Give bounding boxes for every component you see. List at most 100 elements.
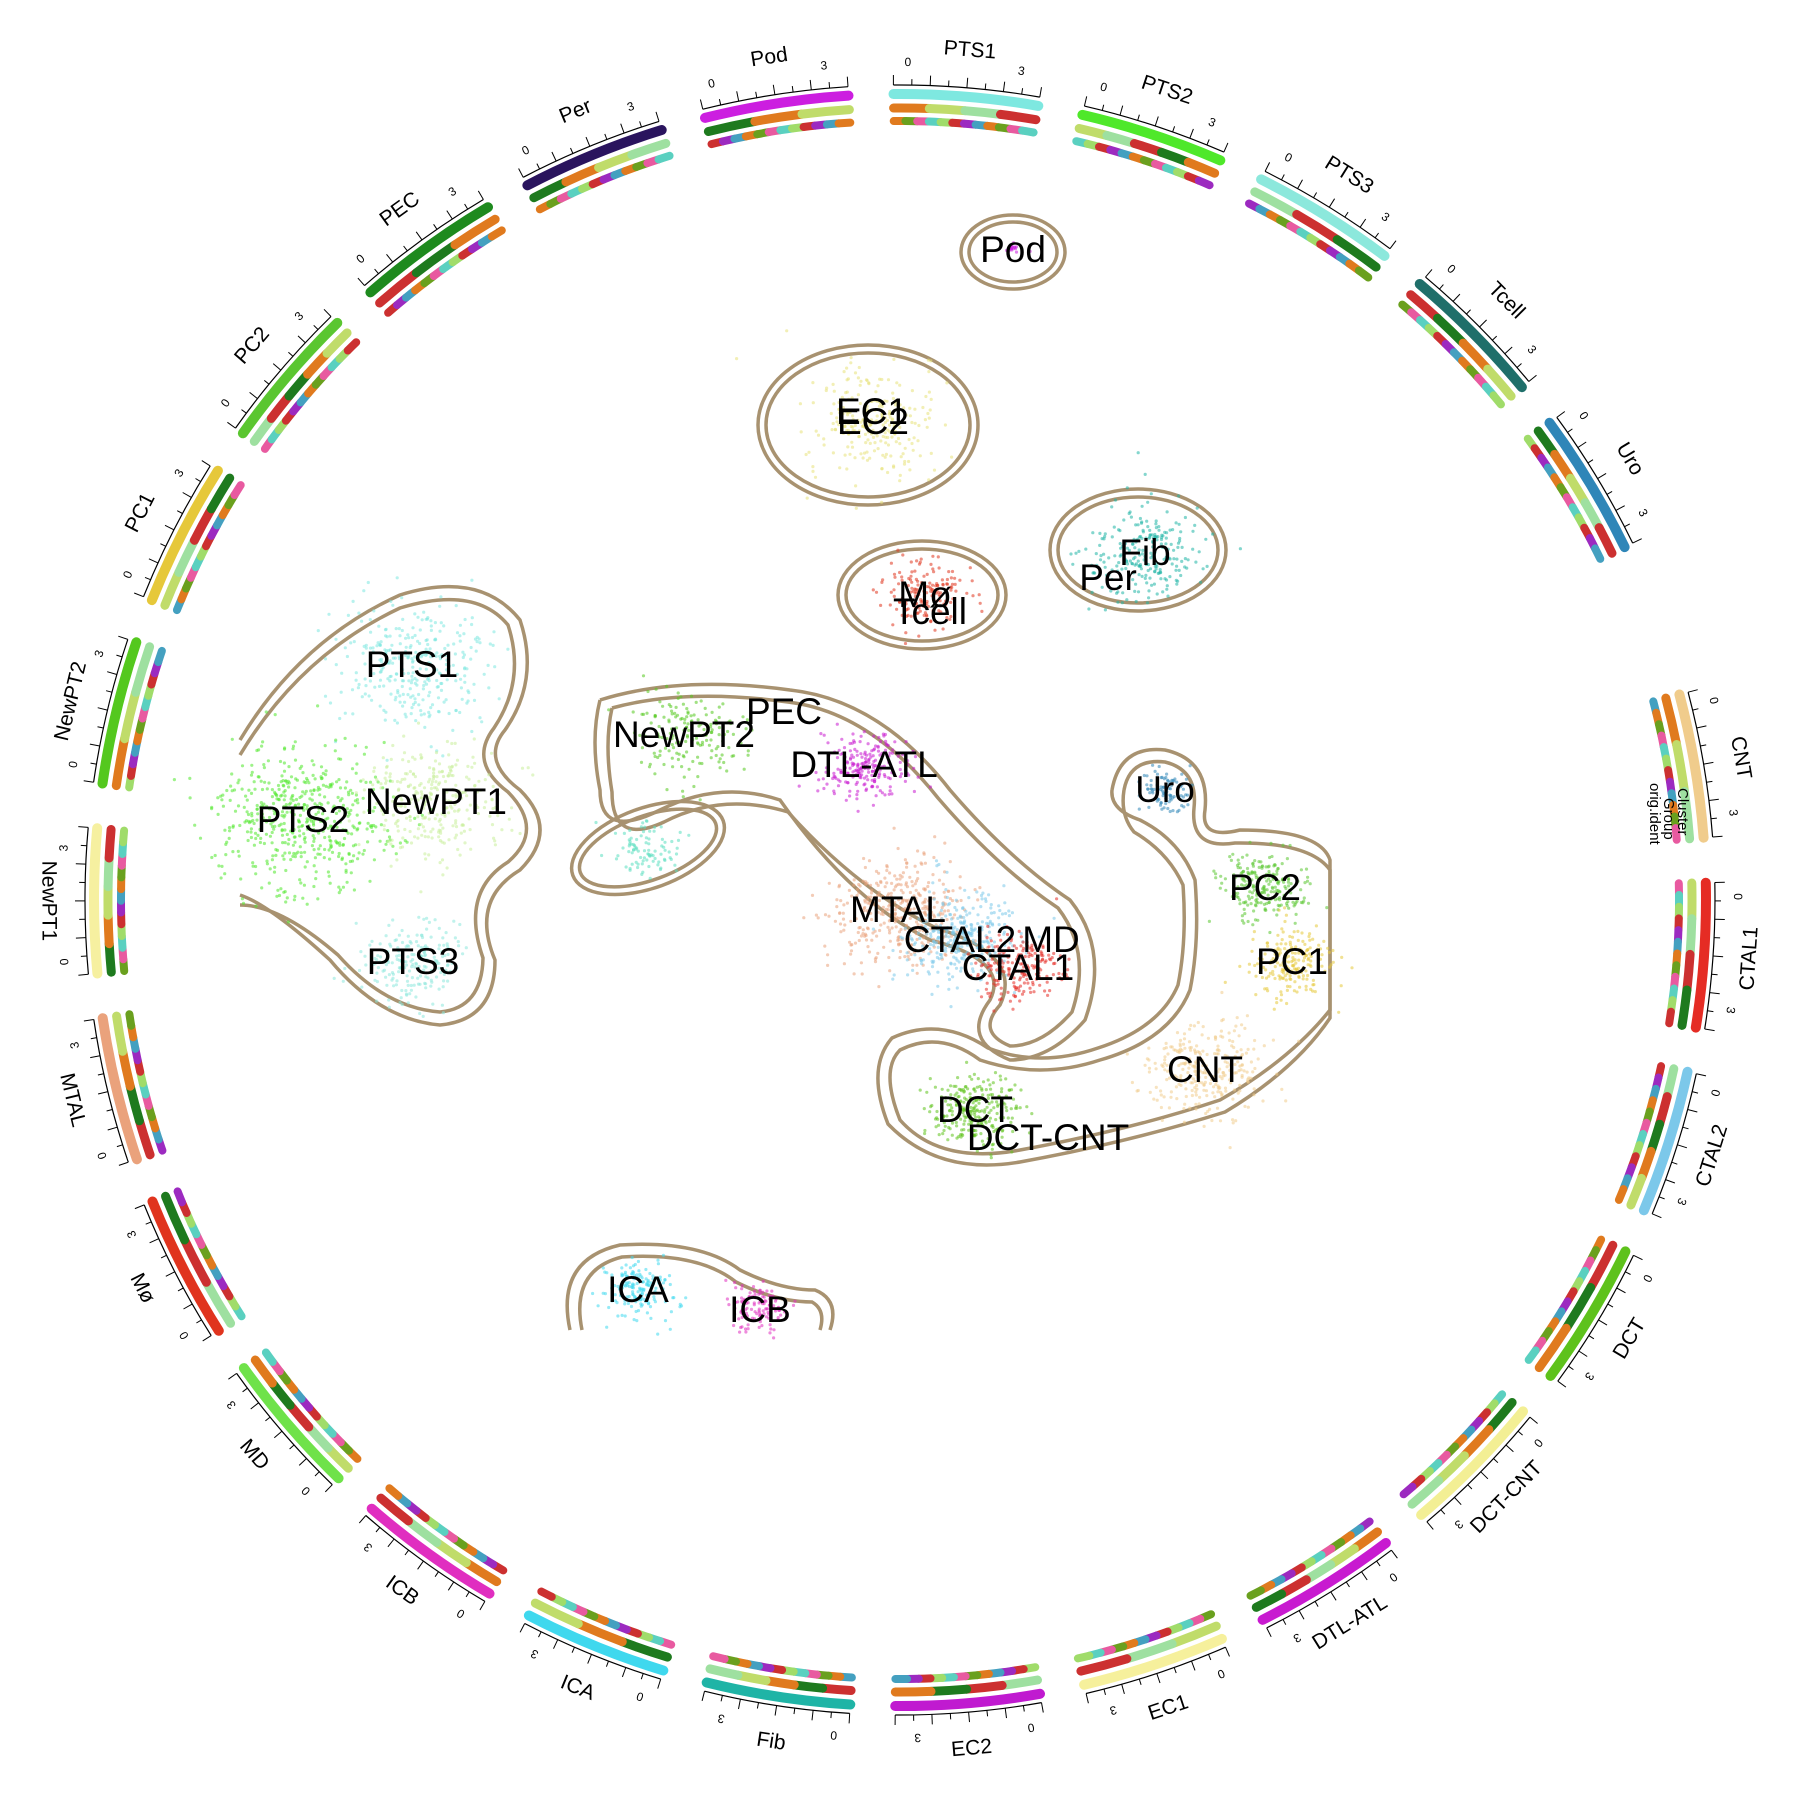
umap-point-Fib (1131, 578, 1135, 582)
umap-point-PTS2 (282, 761, 286, 765)
umap-point-NewPT1 (440, 770, 444, 774)
umap-point-EC (892, 425, 896, 429)
umap-point-PTS2 (301, 806, 305, 810)
umap-point-NewPT2 (694, 700, 698, 705)
umap-point-Fib (1178, 536, 1182, 541)
umap-point-PTS1 (361, 651, 365, 655)
umap-point-PTS2 (323, 795, 327, 799)
umap-point-PTS1 (430, 703, 435, 707)
umap-point-PTS1 (379, 640, 383, 644)
umap-point-PTS2 (359, 779, 363, 783)
umap-point-Mo (923, 611, 928, 615)
umap-point-NewPT2 (661, 704, 665, 708)
umap-point-EC (837, 400, 841, 405)
umap-point-PTS2 (305, 807, 309, 811)
umap-point-PTS2 (272, 870, 277, 874)
umap-point-NewPT1 (389, 842, 393, 846)
umap-point-PTS3 (412, 983, 416, 987)
umap-point-MTAL (842, 928, 846, 932)
axis-tick (1264, 162, 1271, 172)
axis-tick (1021, 88, 1024, 95)
umap-point-PTS2 (283, 746, 287, 750)
umap-point-EC (845, 467, 849, 471)
umap-point-EC (850, 396, 854, 400)
group-track-segment (1672, 740, 1689, 796)
umap-point-PTS1 (418, 628, 422, 632)
umap-point-PTS1 (424, 667, 428, 671)
umap-point-PT-small (653, 849, 657, 853)
umap-point-Mo (941, 582, 945, 586)
umap-point-PTS1 (429, 745, 433, 749)
umap-point-NewPT2 (691, 759, 695, 764)
umap-point-CTAL2 (936, 970, 940, 974)
umap-point-NewPT1 (416, 721, 421, 725)
umap-point-EC (799, 430, 803, 434)
umap-point-PTS2 (270, 830, 274, 835)
umap-point-NewPT2 (641, 674, 646, 678)
umap-point-NewPT1 (388, 775, 392, 779)
umap-point-NewPT1 (454, 825, 459, 829)
umap-point-PT-small (628, 828, 632, 833)
umap-point-PTS1 (436, 696, 441, 700)
umap-point-EC (872, 449, 877, 453)
umap-point-DTL-ATL (832, 789, 836, 793)
umap-point-CNT (1210, 1118, 1214, 1123)
umap-point-PC1 (1290, 935, 1295, 939)
umap-point-PTS2 (272, 809, 276, 813)
umap-point-PTS1 (393, 678, 397, 682)
axis-tick (1491, 335, 1498, 341)
umap-point-CTAL2 (1007, 914, 1012, 918)
umap-point-Fib (1133, 555, 1137, 559)
umap-point-DTL-ATL (887, 792, 891, 796)
umap-point-PTS2 (259, 836, 263, 841)
umap-point-PTS2 (299, 851, 303, 855)
umap-point-NewPT1 (384, 779, 388, 783)
umap-point-CNT (1232, 1029, 1236, 1033)
umap-point-PTS2 (262, 763, 266, 767)
umap-point-NewPT2 (653, 772, 657, 776)
umap-point-Fib (1139, 567, 1143, 571)
umap-point-NewPT1 (445, 739, 449, 744)
umap-point-MTAL (911, 884, 915, 888)
umap-point-PT-small (642, 856, 647, 860)
umap-point-PTS1 (389, 692, 393, 696)
umap-point-PTS3 (441, 936, 445, 940)
cluster-label-Tcell: Tcell (893, 591, 967, 632)
umap-point-PTS2 (242, 805, 246, 810)
umap-point-PTS2 (314, 870, 318, 874)
umap-point-PTS2 (398, 841, 402, 845)
umap-point-Fib (1170, 562, 1174, 566)
group-track-segment (889, 103, 934, 113)
umap-point-PTS1 (421, 687, 425, 691)
umap-point-Pod (1012, 241, 1016, 245)
umap-point-EC (881, 453, 885, 457)
umap-point-PTS1 (416, 658, 420, 662)
umap-point-PTS2 (358, 821, 362, 825)
umap-point-PTS1 (433, 637, 438, 641)
umap-point-PTS2 (347, 793, 351, 797)
umap-point-PT-small (613, 831, 618, 835)
umap-point-MTAL (905, 865, 909, 869)
umap-point-MTAL (816, 916, 820, 920)
umap-point-NewPT2 (671, 765, 675, 769)
umap-point-PTS2 (371, 787, 376, 792)
umap-point-Fib (1145, 519, 1149, 523)
umap-point-PC1 (1329, 963, 1333, 967)
umap-point-EC (856, 393, 861, 397)
umap-point-Fib (1183, 565, 1187, 569)
umap-point-DCT (970, 1077, 974, 1081)
umap-point-DCT (965, 1060, 969, 1064)
axis-tick-label: 3 (1379, 209, 1393, 224)
umap-point-PTS1 (438, 657, 442, 661)
umap-point-EC (883, 399, 887, 403)
umap-point-Fib (1103, 532, 1107, 536)
umap-point-PTS3 (387, 998, 391, 1002)
umap-point-PT-small (648, 829, 652, 833)
umap-point-PTS2 (330, 782, 334, 786)
umap-point-CNT (1182, 1037, 1187, 1041)
umap-point-PT-small (659, 866, 663, 870)
umap-point-Fib (1145, 601, 1150, 605)
umap-point-DTL-ATL (855, 797, 859, 801)
umap-point-PTS2 (291, 854, 295, 859)
umap-point-ICB (772, 1336, 776, 1340)
